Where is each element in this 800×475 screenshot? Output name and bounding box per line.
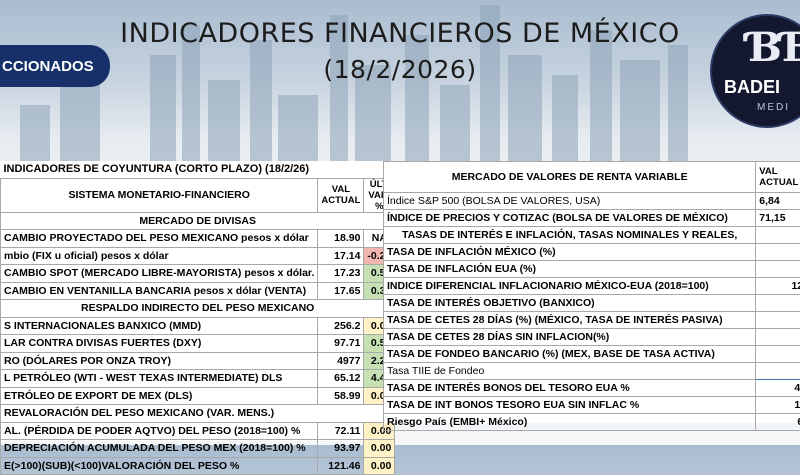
row-label: TASA DE CETES 28 DÍAS (%) (MÉXICO, TASA … [384,312,756,329]
section-header-revaloracion: REVALORACIÓN DEL PESO MEXICANO (VAR. MEN… [1,405,395,423]
table-row: ÍNDICE DE PRECIOS Y COTIZAC (BOLSA DE VA… [384,210,800,227]
row-label: E(>100)(SUB)(<100)VALORACIÓN DEL PESO % [1,457,318,475]
section-header-respaldo: RESPALDO INDIRECTO DEL PESO MEXICANO [1,300,395,318]
row-label: ÍNDICE DE PRECIOS Y COTIZAC (BOLSA DE VA… [384,210,756,227]
row-value: 1.6 [756,397,800,414]
row-value: 256.2 [318,317,364,335]
row-value: 6,84 [756,193,800,210]
row-label: INDICE DIFERENCIAL INFLACIONARIO MÉXICO-… [384,278,756,295]
market-indicators-panel: MERCADO DE VALORES DE RENTA VARIABLE VAL… [383,161,800,423]
row-label: Riesgo País (EMBI+ México) [384,414,756,431]
row-label: TASA DE INFLACIÓN MÉXICO (%) [384,244,756,261]
row-label: CAMBIO PROYECTADO DEL PESO MEXICANO peso… [1,230,318,248]
row-value-selected-cell[interactable]: 7 [756,363,800,380]
table-row: TASA DE INFLACIÓN MÉXICO (%) 3 [384,244,800,261]
section-header-divisas: MERCADO DE DIVISAS [1,212,395,230]
left-table-title: INDICADORES DE COYUNTURA (CORTO PLAZO) (… [1,161,395,178]
row-value [756,346,800,363]
table-row: Tasa TIIE de Fondeo 7 [384,363,800,380]
table-row: Índice S&P 500 (BOLSA DE VALORES, USA) 6… [384,193,800,210]
table-row: RO (DÓLARES POR ONZA TROY) 4977 2.24 [1,352,395,370]
row-value: 58.99 [318,387,364,405]
row-label: TASA DE FONDEO BANCARIO (%) (MEX, BASE D… [384,346,756,363]
row-label: AL. (PÉRDIDA DE PODER AQTVO) DEL PESO (2… [1,422,318,440]
table-row: E(>100)(SUB)(<100)VALORACIÓN DEL PESO % … [1,457,395,475]
table-row: TASA DE FONDEO BANCARIO (%) (MEX, BASE D… [384,346,800,363]
table-row: TASA DE INT BONOS TESORO EUA SIN INFLAC … [384,397,800,414]
table-row: mbio (FIX u oficial) pesos x dólar 17.14… [1,247,395,265]
short-term-indicators-panel: INDICADORES DE COYUNTURA (CORTO PLAZO) (… [0,161,383,441]
logo-brand-text: BADEI [724,77,780,98]
table-row: DEPRECIACIÓN ACUMULADA DEL PESO MEX (201… [1,440,395,458]
logo-sub-text: MEDI [757,102,790,113]
table-row: LAR CONTRA DIVISAS FUERTES (DXY) 97.71 0… [1,335,395,353]
table-row: TASA DE CETES 28 DÍAS (%) (MÉXICO, TASA … [384,312,800,329]
table-row: TASA DE INFLACIÓN EUA (%) 2 [384,261,800,278]
row-value: 17.14 [318,247,364,265]
table-row: L PETRÓLEO (WTI - WEST TEXAS INTERMEDIAT… [1,370,395,388]
section-header-tasas: TASAS DE INTERÉS E INFLACIÓN, TASAS NOMI… [384,227,756,244]
table-row: TASA DE CETES 28 DÍAS SIN INFLACION(%) 3 [384,329,800,346]
right-table-title: MERCADO DE VALORES DE RENTA VARIABLE [384,162,756,193]
row-label: DEPRECIACIÓN ACUMULADA DEL PESO MEX (201… [1,440,318,458]
row-label: LAR CONTRA DIVISAS FUERTES (DXY) [1,335,318,353]
table-row: AL. (PÉRDIDA DE PODER AQTVO) DEL PESO (2… [1,422,395,440]
row-label: TASA DE INTERÉS BONOS DEL TESORO EUA % [384,380,756,397]
table-row: INDICE DIFERENCIAL INFLACIONARIO MÉXICO-… [384,278,800,295]
table-row: CAMBIO SPOT (MERCADO LIBRE-MAYORISTA) pe… [1,265,395,283]
row-value: 18.90 [318,230,364,248]
row-label: TASA DE CETES 28 DÍAS SIN INFLACION(%) [384,329,756,346]
row-label: L PETRÓLEO (WTI - WEST TEXAS INTERMEDIAT… [1,370,318,388]
logo-mark-icon: ƁƁ [748,24,800,71]
column-header-system: SISTEMA MONETARIO-FINANCIERO [1,178,318,212]
row-value: 124 [756,278,800,295]
row-label: CAMBIO EN VENTANILLA BANCARIA pesos x dó… [1,282,318,300]
row-label: Índice S&P 500 (BOLSA DE VALORES, USA) [384,193,756,210]
page-date: (18/2/2026) [0,55,800,84]
row-value: 3 [756,244,800,261]
row-value: 6 [756,312,800,329]
row-change: 0.00 [364,440,395,458]
row-change: 0.00 [364,457,395,475]
table-row: Riesgo País (EMBI+ México) 60 [384,414,800,431]
row-label: mbio (FIX u oficial) pesos x dólar [1,247,318,265]
section-badge[interactable]: CCIONADOS [0,45,110,87]
row-value: 121.46 [318,457,364,475]
row-value: 60 [756,414,800,431]
page-title: INDICADORES FINANCIEROS DE MÉXICO [0,18,800,49]
table-row: CAMBIO PROYECTADO DEL PESO MEXICANO peso… [1,230,395,248]
row-value: 72.11 [318,422,364,440]
table-row: CAMBIO EN VENTANILLA BANCARIA pesos x dó… [1,282,395,300]
row-value: 3 [756,329,800,346]
column-header-value: VAL ACTUAL [318,178,364,212]
row-label: CAMBIO SPOT (MERCADO LIBRE-MAYORISTA) pe… [1,265,318,283]
row-value: 2 [756,261,800,278]
short-term-indicators-table: INDICADORES DE COYUNTURA (CORTO PLAZO) (… [0,161,395,475]
row-label: S INTERNACIONALES BANXICO (MMD) [1,317,318,335]
market-indicators-table: MERCADO DE VALORES DE RENTA VARIABLE VAL… [383,161,800,431]
row-value: 93.97 [318,440,364,458]
row-label: RO (DÓLARES POR ONZA TROY) [1,352,318,370]
row-label: TASA DE INT BONOS TESORO EUA SIN INFLAC … [384,397,756,414]
row-value: 65.12 [318,370,364,388]
row-value: 4977 [318,352,364,370]
row-value: 97.71 [318,335,364,353]
row-value: 4.0 [756,380,800,397]
row-label: Tasa TIIE de Fondeo [384,363,756,380]
row-label: TASA DE INTERÉS OBJETIVO (BANXICO) [384,295,756,312]
row-value: 17.65 [318,282,364,300]
table-row: ETRÓLEO DE EXPORT DE MEX (DLS) 58.99 0.0… [1,387,395,405]
row-value: 17.23 [318,265,364,283]
row-value: 71,15 [756,210,800,227]
column-header-value: VAL ACTUAL [756,162,800,193]
table-row: TASA DE INTERÉS OBJETIVO (BANXICO) 7 [384,295,800,312]
row-label: TASA DE INFLACIÓN EUA (%) [384,261,756,278]
row-label: ETRÓLEO DE EXPORT DE MEX (DLS) [1,387,318,405]
table-row: TASA DE INTERÉS BONOS DEL TESORO EUA % 4… [384,380,800,397]
row-value: 7 [756,295,800,312]
table-row: S INTERNACIONALES BANXICO (MMD) 256.2 0.… [1,317,395,335]
